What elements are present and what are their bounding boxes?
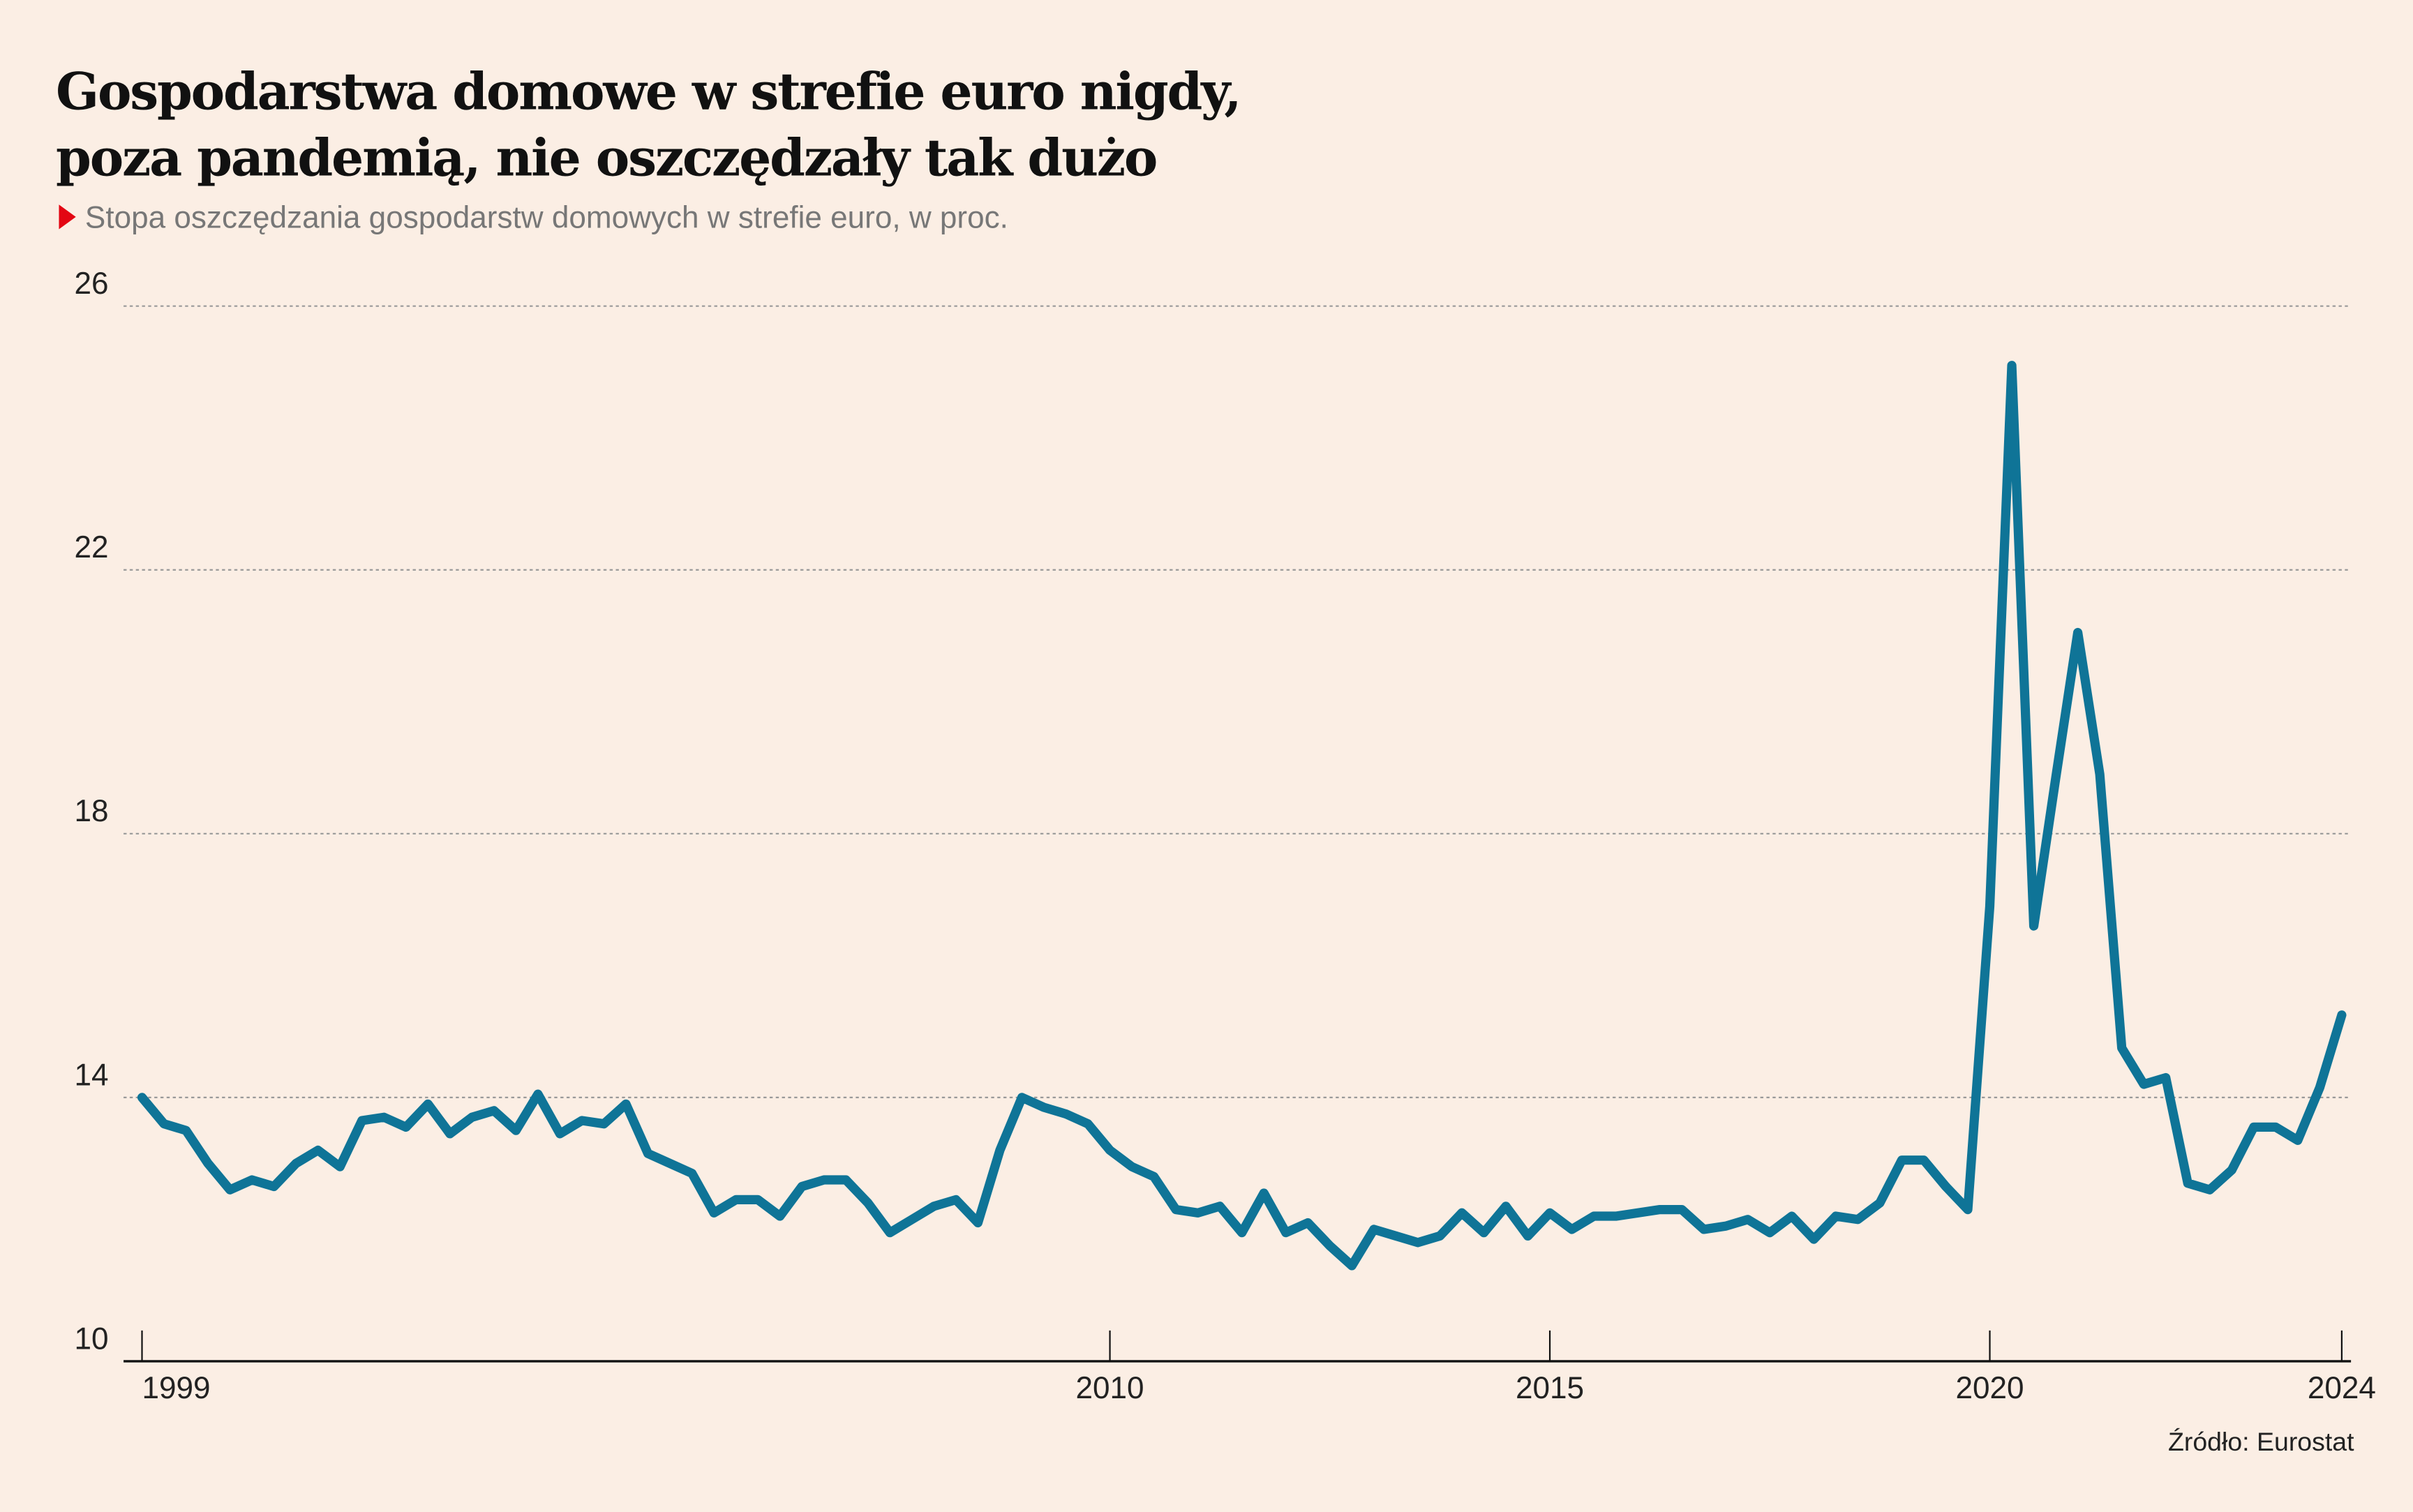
data-line: [137, 361, 2347, 1271]
subtitle-marker: [59, 204, 76, 230]
x-tick-label: 2024: [2308, 1371, 2376, 1405]
x-tick-label: 2020: [1955, 1371, 2024, 1405]
y-tick-label: 10: [75, 1322, 109, 1356]
y-tick-label: 26: [75, 267, 109, 301]
x-tick-label: 2010: [1076, 1371, 1144, 1405]
y-tick-label: 14: [75, 1058, 109, 1092]
y-tick-label: 22: [75, 530, 109, 564]
x-tick-label: 2015: [1516, 1371, 1584, 1405]
subtitle: Stopa oszczędzania gospodarstw domowych …: [85, 200, 1008, 234]
source: Źródło: Eurostat: [2168, 1427, 2354, 1456]
chart-title: poza pandemią, nie oszczędzały tak dużo: [56, 128, 1156, 188]
y-tick-label: 18: [75, 794, 109, 828]
x-tick-label: 1999: [142, 1371, 211, 1405]
chart-title: Gospodarstwa domowe w strefie euro nigdy…: [56, 63, 1240, 122]
